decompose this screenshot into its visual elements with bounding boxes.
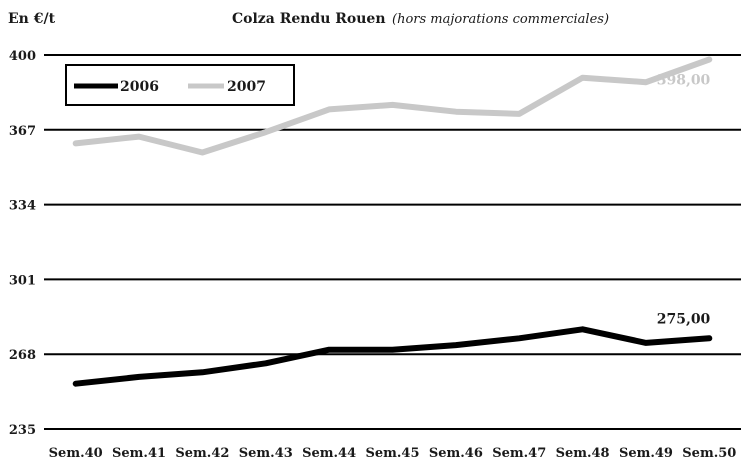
- y-tick-label: 400: [9, 49, 36, 64]
- legend-label-2006: 2006: [120, 79, 159, 95]
- y-axis-ticks: 400 367 334 301 268 235: [9, 49, 36, 438]
- x-tick-label: Sem.46: [429, 446, 483, 461]
- end-label-2007: 398,00: [657, 73, 711, 89]
- x-tick-label: Sem.48: [556, 446, 610, 461]
- x-tick-label: Sem.40: [49, 446, 103, 461]
- legend-label-2007: 2007: [227, 79, 266, 95]
- x-tick-label: Sem.45: [365, 446, 419, 461]
- y-tick-label: 268: [9, 348, 36, 363]
- end-labels: 275,00 398,00: [657, 73, 711, 328]
- series-line-2007: [72, 56, 713, 156]
- y-tick-label: 301: [9, 273, 36, 288]
- x-axis-ticks: Sem.40 Sem.41 Sem.42 Sem.43 Sem.44 Sem.45 Sem.…: [49, 446, 737, 461]
- x-tick-label: Sem.42: [175, 446, 229, 461]
- x-tick-label: Sem.44: [302, 446, 356, 461]
- chart-title: Colza Rendu Rouen: [232, 11, 386, 27]
- x-tick-label: Sem.49: [619, 446, 673, 461]
- x-tick-label: Sem.41: [112, 446, 166, 461]
- y-tick-label: 235: [9, 423, 36, 438]
- y-tick-label: 367: [9, 124, 36, 139]
- grid-lines: [44, 54, 741, 430]
- y-tick-label: 334: [9, 199, 36, 214]
- y-axis-label: En €/t: [8, 11, 56, 27]
- x-tick-label: Sem.50: [682, 446, 736, 461]
- chart-subtitle: (hors majorations commerciales): [392, 12, 609, 27]
- end-label-2006: 275,00: [657, 311, 711, 327]
- series-lines: [72, 56, 713, 387]
- x-tick-label: Sem.43: [239, 446, 293, 461]
- legend-box: [65, 64, 295, 106]
- series-line-2006: [72, 326, 713, 387]
- legend: 2006 2007: [65, 64, 295, 106]
- x-tick-label: Sem.47: [492, 446, 546, 461]
